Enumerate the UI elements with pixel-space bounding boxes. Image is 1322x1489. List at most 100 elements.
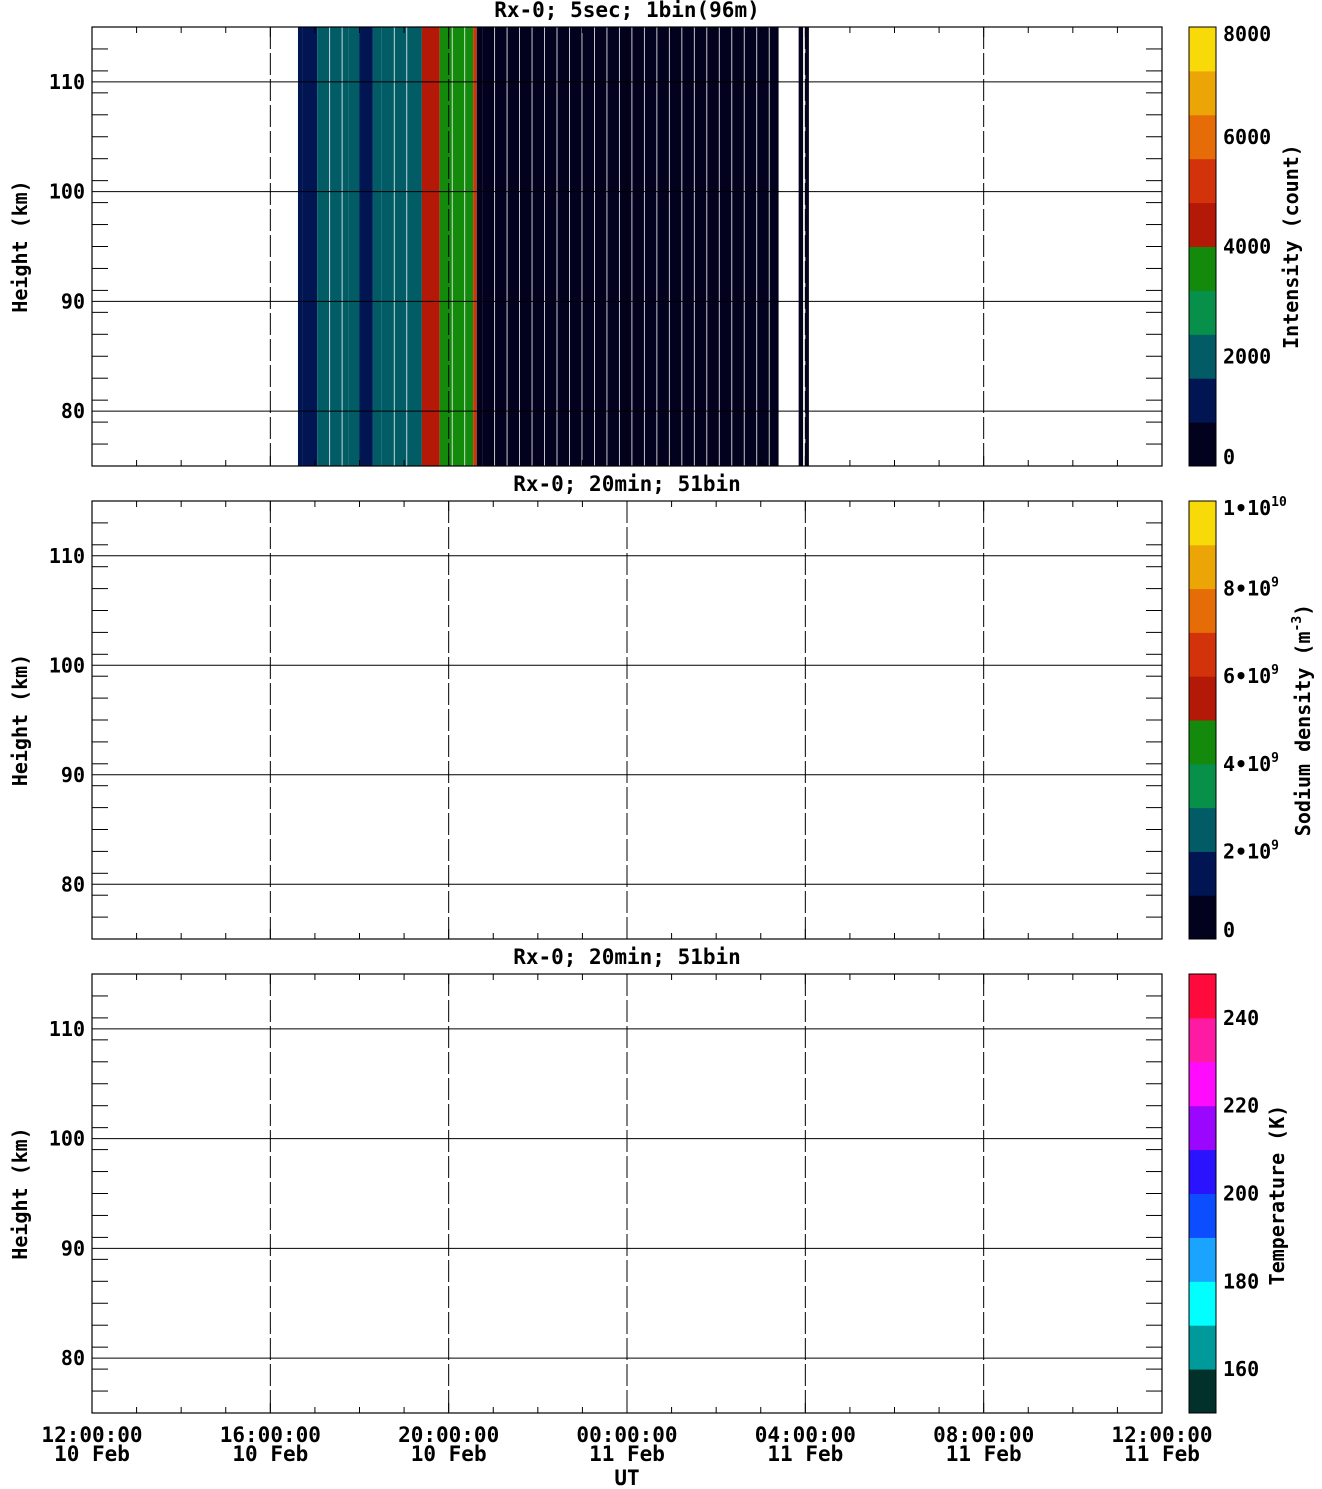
plot-frame xyxy=(91,973,1163,1414)
y-tick-label: 100 xyxy=(49,1127,85,1151)
colorbar-frame xyxy=(1188,973,1217,1414)
colorbar-segment xyxy=(1189,851,1216,896)
colorbar-segment xyxy=(1189,807,1216,852)
colorbar-tick-label: 2000 xyxy=(1223,344,1271,368)
colorbar-tick-label: 160 xyxy=(1223,1357,1259,1381)
y-axis-label: Height (km) xyxy=(8,1127,32,1259)
data-column xyxy=(805,27,809,466)
data-column xyxy=(798,27,804,466)
data-column xyxy=(317,27,349,466)
colorbar-segment xyxy=(1189,1017,1216,1063)
x-tick-date: 10 Feb xyxy=(232,1442,308,1466)
data-column xyxy=(297,27,303,466)
colorbar-segment xyxy=(1189,158,1216,204)
colorbar-segment xyxy=(1189,1325,1216,1370)
colorbar-tick-label: 6000 xyxy=(1223,125,1271,149)
x-tick-date: 11 Feb xyxy=(946,1442,1022,1466)
colorbar-tick-label: 8•109 xyxy=(1223,576,1279,601)
colorbar-segment xyxy=(1189,378,1216,423)
y-tick-label: 110 xyxy=(49,544,85,568)
data-column xyxy=(466,27,474,466)
colorbar-tick-label: 2•109 xyxy=(1223,838,1279,863)
colorbar-label: Temperature (K) xyxy=(1265,1105,1289,1286)
colorbar-label: Sodium density (m-3) xyxy=(1290,604,1315,836)
x-tick-time: 08:00:00 xyxy=(933,1423,1034,1447)
temperature-panel: Rx-0; 20min; 51bin 80 90 100 110 Height (km) 1… xyxy=(8,945,1289,1414)
plot-frame xyxy=(91,500,1163,940)
x-tick-date: 10 Feb xyxy=(411,1442,487,1466)
colorbar-segment xyxy=(1189,246,1216,291)
y-tick-label: 100 xyxy=(49,653,85,677)
colorbar-segment xyxy=(1189,1193,1216,1238)
colorbar-tick-label: 0 xyxy=(1223,918,1235,942)
colorbar-tick-label: 4•109 xyxy=(1223,751,1279,776)
colorbar-segment xyxy=(1189,501,1216,546)
y-tick-label: 80 xyxy=(61,1346,85,1370)
y-tick-label: 80 xyxy=(61,399,85,423)
colorbar-segment xyxy=(1189,1237,1216,1282)
data-column xyxy=(381,27,413,466)
colorbar-tick-label: 8000 xyxy=(1223,22,1271,46)
colorbar-segment xyxy=(1189,974,1216,1019)
x-tick-date: 11 Feb xyxy=(767,1442,843,1466)
panel-title: Rx-0; 20min; 51bin xyxy=(513,945,741,969)
y-tick-label: 80 xyxy=(61,872,85,896)
colorbar-label: Intensity (count) xyxy=(1279,144,1303,349)
colorbar-segment xyxy=(1189,1369,1216,1414)
colorbar-tick-label: 200 xyxy=(1223,1182,1259,1206)
x-tick-date: 10 Feb xyxy=(54,1442,130,1466)
data-column xyxy=(348,27,360,466)
panel-title: Rx-0; 5sec; 1bin(96m) xyxy=(494,0,760,22)
y-tick-label: 100 xyxy=(49,180,85,204)
colorbar-frame xyxy=(1188,26,1217,467)
x-tick-time: 20:00:00 xyxy=(398,1423,499,1447)
colorbar-segment xyxy=(1189,1281,1216,1326)
colorbar-tick-label: 240 xyxy=(1223,1006,1259,1030)
colorbar-tick-label: 4000 xyxy=(1223,235,1271,259)
y-tick-label: 90 xyxy=(61,289,85,313)
y-axis-label: Height (km) xyxy=(8,654,32,786)
colorbar-segment xyxy=(1189,632,1216,677)
y-axis-label: Height (km) xyxy=(8,180,32,312)
sodium-density-panel: Rx-0; 20min; 51bin 80 90 100 110 Height (km) 0… xyxy=(8,472,1315,942)
colorbar-segment xyxy=(1189,588,1216,633)
colorbar-frame xyxy=(1188,500,1217,940)
y-tick-label: 110 xyxy=(49,1017,85,1041)
x-tick-date: 11 Feb xyxy=(1124,1442,1200,1466)
data-column xyxy=(476,27,483,466)
colorbar-segment xyxy=(1189,202,1216,247)
x-tick-time: 04:00:00 xyxy=(755,1423,856,1447)
colorbar-segment xyxy=(1189,676,1216,721)
x-axis-label: UT xyxy=(614,1466,639,1489)
data-column xyxy=(372,27,382,466)
data-column xyxy=(302,27,318,466)
y-tick-label: 90 xyxy=(61,763,85,787)
colorbar-segment xyxy=(1189,70,1216,116)
colorbar-tick-label: 220 xyxy=(1223,1094,1259,1118)
intensity-panel: Rx-0; 5sec; 1bin(96m) 80 90 100 110 Height (k… xyxy=(8,0,1303,469)
colorbar-segment xyxy=(1189,895,1216,940)
y-tick-label: 90 xyxy=(61,1236,85,1260)
colorbar-tick-label: 6•109 xyxy=(1223,663,1279,688)
colorbar-segment xyxy=(1189,720,1216,765)
data-column xyxy=(473,27,477,466)
x-tick-time: 16:00:00 xyxy=(220,1423,321,1447)
data-column xyxy=(482,27,779,466)
plot-frame xyxy=(91,26,1163,467)
colorbar-tick-label: 0 xyxy=(1223,445,1235,469)
x-tick-time: 00:00:00 xyxy=(576,1423,677,1447)
colorbar-segment xyxy=(1189,290,1216,335)
x-tick-time: 12:00:00 xyxy=(41,1423,142,1447)
data-column xyxy=(439,27,467,466)
panel-title: Rx-0; 20min; 51bin xyxy=(513,472,741,496)
colorbar-segment xyxy=(1189,422,1216,467)
colorbar-segment xyxy=(1189,334,1216,379)
x-tick-time: 12:00:00 xyxy=(1111,1423,1212,1447)
colorbar-segment xyxy=(1189,1149,1216,1194)
data-column xyxy=(359,27,373,466)
colorbar-tick-label: 180 xyxy=(1223,1269,1259,1293)
data-column xyxy=(413,27,422,466)
y-tick-label: 110 xyxy=(49,70,85,94)
